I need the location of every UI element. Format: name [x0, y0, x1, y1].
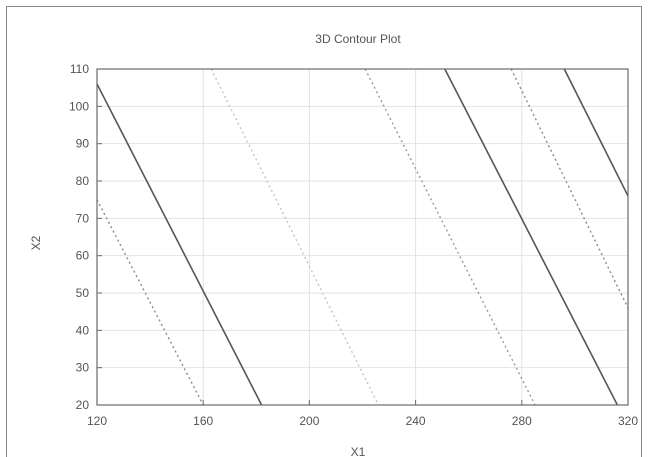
- y-tick-label: 100: [69, 99, 89, 113]
- contour-line-2: [96, 83, 263, 406]
- y-tick-label: 110: [70, 62, 89, 76]
- y-tick-label: 70: [76, 211, 90, 225]
- x-axis-label: X1: [351, 445, 366, 457]
- chart-title: 3D Contour Plot: [315, 32, 401, 46]
- x-tick-label: 280: [512, 414, 532, 428]
- y-axis-label: X2: [29, 235, 43, 250]
- contour-line-1: [96, 199, 204, 406]
- y-tick-label: 60: [76, 249, 90, 263]
- contour-line-6: [510, 68, 629, 309]
- y-tick-label: 50: [76, 286, 90, 300]
- contour-lines: [96, 68, 629, 406]
- x-tick-label: 160: [193, 414, 213, 428]
- x-tick-label: 120: [87, 414, 107, 428]
- chart-frame: [6, 6, 642, 457]
- y-tick-label: 20: [76, 398, 90, 412]
- grid: [96, 68, 629, 406]
- y-tick-label: 30: [76, 361, 90, 375]
- x-tick-label: 200: [299, 414, 319, 428]
- y-tick-label: 90: [76, 137, 90, 151]
- contour-line-4: [364, 68, 536, 406]
- contour-line-7: [563, 68, 629, 197]
- y-tick-label: 40: [76, 323, 90, 337]
- x-tick-label: 240: [406, 414, 426, 428]
- x-tick-label: 320: [618, 414, 638, 428]
- y-tick-label: 80: [76, 174, 90, 188]
- axis-ticks: 120 160 200 240 280 320 20 30 40 50 60 70 80 90 100 110: [69, 62, 638, 428]
- plot-area: [96, 68, 629, 406]
- contour-line-5: [444, 68, 619, 406]
